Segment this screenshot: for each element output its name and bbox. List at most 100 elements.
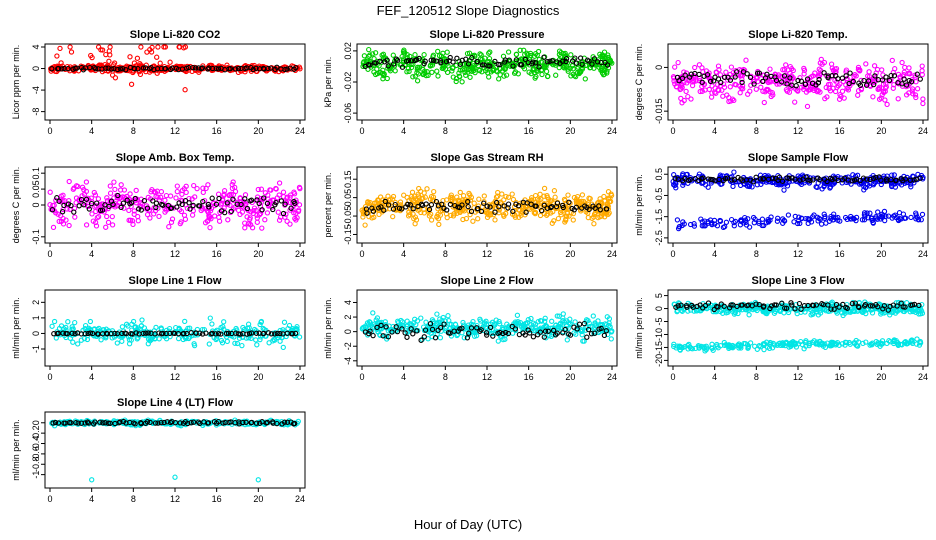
overlay-point (265, 65, 271, 72)
data-point (62, 198, 68, 204)
y-tick-label: 0.05 (343, 189, 353, 207)
data-point (492, 217, 498, 223)
overlay-point (914, 71, 920, 77)
data-point (608, 336, 614, 342)
data-point (909, 86, 916, 92)
data-point (254, 342, 260, 348)
overlay-point (747, 74, 754, 81)
overlay-point (131, 66, 138, 72)
data-point (853, 217, 859, 224)
data-point (674, 84, 680, 90)
y-tick-label: -0.015 (654, 98, 664, 124)
data-point (256, 212, 263, 218)
panel-4: Slope Amb. Box Temp.0 4 8 12 16 20 24-0.100.05… (11, 152, 306, 259)
overlay-point (589, 61, 595, 67)
data-point (420, 71, 426, 78)
data-point (228, 191, 234, 197)
data-point (493, 194, 500, 200)
x-tick-label: 20 (253, 249, 263, 259)
data-point (169, 216, 176, 222)
data-point (568, 52, 574, 58)
data-point (672, 64, 678, 70)
overlay-point (781, 73, 788, 79)
overlay-point (430, 57, 437, 63)
overlay-point (140, 65, 147, 71)
x-tick-label: 20 (565, 126, 575, 136)
x-tick-label: 4 (401, 249, 406, 259)
data-point (145, 341, 151, 347)
overlay-point (704, 72, 711, 78)
overlay-point (390, 206, 397, 212)
data-point (784, 88, 790, 94)
overlay-point (123, 67, 129, 73)
data-point (154, 54, 160, 60)
data-point (173, 195, 179, 201)
data-point (829, 181, 835, 188)
data-point (430, 52, 437, 58)
data-point (538, 67, 544, 74)
data-point (90, 218, 96, 224)
data-point (743, 219, 749, 226)
data-point (449, 198, 455, 205)
overlay-point (244, 205, 251, 212)
data-point (903, 215, 909, 221)
overlay-point (410, 331, 416, 337)
data-point (68, 49, 75, 55)
data-point (833, 215, 839, 221)
overlay-point (106, 203, 112, 210)
data-point (157, 60, 163, 66)
data-points (49, 417, 301, 483)
x-tick-label: 16 (524, 249, 534, 259)
overlay-point (878, 177, 884, 183)
data-point (537, 191, 543, 197)
overlay-point (908, 79, 915, 85)
data-point (70, 339, 76, 345)
overlay-point (56, 198, 62, 204)
data-point (590, 313, 596, 319)
data-point (510, 196, 517, 203)
data-point (166, 224, 172, 230)
overlay-point (586, 206, 592, 213)
data-point (855, 64, 862, 71)
data-point (521, 47, 527, 53)
data-point (591, 211, 598, 217)
data-point (769, 90, 775, 96)
data-point (541, 64, 548, 70)
overlay-point (744, 71, 750, 77)
x-tick-label: 16 (835, 372, 845, 382)
panel-title: Slope Li-820 Temp. (748, 29, 847, 41)
data-point (284, 195, 290, 201)
data-point (232, 184, 238, 191)
data-point (466, 50, 473, 56)
y-tick-label: -0.02 (343, 72, 353, 93)
data-point (381, 71, 387, 77)
overlay-point (541, 202, 547, 208)
y-axis-label: ml/min per min. (634, 297, 644, 359)
data-point (568, 73, 574, 79)
x-tick-label: 24 (295, 372, 305, 382)
x-tick-label: 16 (212, 372, 222, 382)
data-point (93, 223, 100, 229)
overlay-point (679, 75, 686, 81)
data-point (109, 72, 116, 78)
data-point (437, 335, 444, 341)
overlay-point (405, 57, 412, 64)
data-point (137, 71, 144, 78)
overlay-point (76, 203, 82, 209)
overlay-point (764, 71, 770, 77)
data-point (53, 210, 59, 216)
data-point (95, 196, 102, 202)
overlay-point (394, 57, 401, 63)
data-point (570, 217, 576, 223)
x-tick-label: 12 (170, 494, 180, 504)
data-point (291, 210, 297, 216)
data-point (72, 214, 78, 220)
data-point (528, 197, 535, 204)
overlay-point (530, 334, 537, 340)
data-point (871, 63, 878, 69)
data-point (109, 222, 116, 228)
overlay-point (700, 175, 706, 181)
overlay-point (465, 199, 471, 205)
data-point (163, 207, 170, 213)
